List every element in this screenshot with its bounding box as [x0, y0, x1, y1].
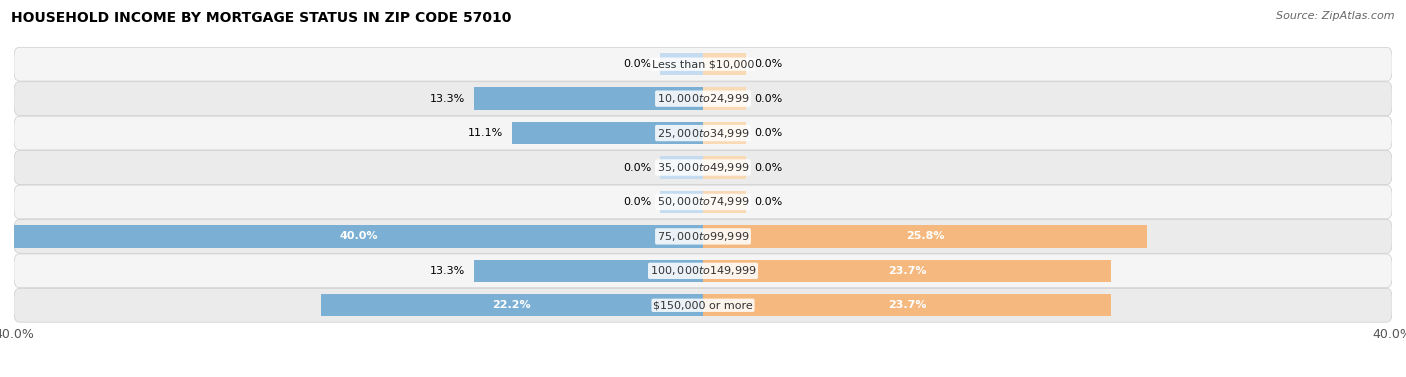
Text: 0.0%: 0.0% — [623, 162, 651, 173]
Bar — [703, 225, 1147, 248]
Text: 0.0%: 0.0% — [623, 197, 651, 207]
FancyBboxPatch shape — [14, 185, 1392, 219]
Text: 25.8%: 25.8% — [905, 231, 945, 241]
Text: $35,000 to $49,999: $35,000 to $49,999 — [657, 161, 749, 174]
FancyBboxPatch shape — [14, 116, 1392, 150]
Text: $10,000 to $24,999: $10,000 to $24,999 — [657, 92, 749, 105]
Bar — [703, 260, 1111, 282]
Text: 0.0%: 0.0% — [755, 59, 783, 69]
Bar — [321, 294, 703, 316]
Bar — [474, 87, 703, 110]
Bar — [659, 156, 703, 179]
Text: $150,000 or more: $150,000 or more — [654, 300, 752, 310]
Text: $25,000 to $34,999: $25,000 to $34,999 — [657, 127, 749, 139]
Text: HOUSEHOLD INCOME BY MORTGAGE STATUS IN ZIP CODE 57010: HOUSEHOLD INCOME BY MORTGAGE STATUS IN Z… — [11, 11, 512, 25]
FancyBboxPatch shape — [14, 254, 1392, 288]
Bar — [659, 191, 703, 213]
Bar — [512, 122, 703, 144]
Bar — [703, 156, 747, 179]
Text: 11.1%: 11.1% — [468, 128, 503, 138]
Text: 13.3%: 13.3% — [430, 93, 465, 104]
Bar — [659, 53, 703, 75]
FancyBboxPatch shape — [14, 151, 1392, 184]
Text: 0.0%: 0.0% — [623, 59, 651, 69]
Text: 23.7%: 23.7% — [887, 300, 927, 310]
Bar — [14, 225, 703, 248]
Bar — [703, 53, 747, 75]
Text: 40.0%: 40.0% — [339, 231, 378, 241]
Text: $50,000 to $74,999: $50,000 to $74,999 — [657, 195, 749, 208]
FancyBboxPatch shape — [14, 82, 1392, 115]
Bar — [703, 87, 747, 110]
Text: 13.3%: 13.3% — [430, 266, 465, 276]
Bar — [703, 122, 747, 144]
Bar — [703, 191, 747, 213]
Text: 22.2%: 22.2% — [492, 300, 531, 310]
FancyBboxPatch shape — [14, 288, 1392, 322]
Text: $100,000 to $149,999: $100,000 to $149,999 — [650, 264, 756, 277]
Text: 0.0%: 0.0% — [755, 93, 783, 104]
Bar — [703, 294, 1111, 316]
FancyBboxPatch shape — [14, 219, 1392, 253]
Text: Source: ZipAtlas.com: Source: ZipAtlas.com — [1277, 11, 1395, 21]
Text: $75,000 to $99,999: $75,000 to $99,999 — [657, 230, 749, 243]
FancyBboxPatch shape — [14, 47, 1392, 81]
Text: 0.0%: 0.0% — [755, 197, 783, 207]
Text: 0.0%: 0.0% — [755, 162, 783, 173]
Bar — [474, 260, 703, 282]
Text: Less than $10,000: Less than $10,000 — [652, 59, 754, 69]
Text: 0.0%: 0.0% — [755, 128, 783, 138]
Text: 23.7%: 23.7% — [887, 266, 927, 276]
